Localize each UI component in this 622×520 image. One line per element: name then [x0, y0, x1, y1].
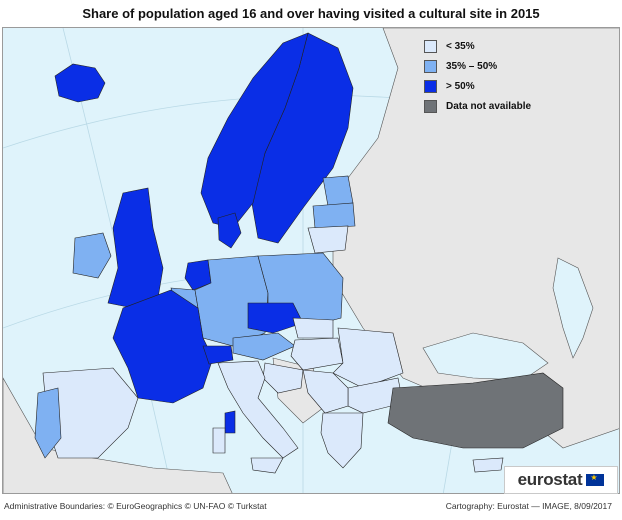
legend-item: Data not available: [424, 96, 614, 116]
eurostat-logo: eurostat ★: [504, 466, 618, 494]
eu-flag-icon: ★: [586, 473, 605, 486]
region-italy: [217, 360, 299, 459]
legend-swatch: [424, 79, 437, 93]
map-title: Share of population aged 16 and over hav…: [82, 6, 540, 21]
region-corsica: [224, 410, 236, 434]
region-ireland: [72, 232, 112, 279]
region-estonia: [322, 175, 354, 207]
legend-label: < 35%: [446, 40, 475, 52]
region-austria: [232, 332, 296, 361]
brand-text: eurostat: [517, 470, 583, 489]
region-turkey: [387, 372, 564, 449]
region-france: [112, 289, 214, 404]
region-united-kingdom: [107, 187, 164, 309]
black-sea: [422, 332, 549, 381]
footer-cartography: Cartography: Eurostat — IMAGE, 8/09/2017: [445, 501, 612, 511]
legend-item: < 35%: [424, 36, 614, 56]
region-greece: [320, 412, 364, 469]
region-serbia: [302, 369, 349, 414]
region-switzerland: [202, 345, 234, 365]
region-hungary: [290, 337, 344, 371]
region-slovakia: [292, 317, 334, 339]
legend-label: Data not available: [446, 100, 532, 112]
region-czechia: [247, 302, 304, 334]
legend-swatch: [424, 99, 437, 113]
footer-credits: Administrative Boundaries: © EuroGeograp…: [4, 501, 267, 511]
europe-map: [3, 28, 619, 493]
map-frame: [2, 27, 620, 494]
legend-label: 35% – 50%: [446, 60, 498, 72]
region-denmark: [217, 212, 242, 249]
legend-swatch: [424, 39, 437, 53]
region-netherlands: [184, 259, 212, 291]
region-sardinia: [212, 427, 226, 454]
region-portugal: [34, 387, 62, 459]
caspian-sea: [552, 257, 594, 359]
region-lithuania: [307, 225, 349, 254]
region-cyprus: [472, 457, 504, 473]
legend-swatch: [424, 59, 437, 73]
legend-item: > 50%: [424, 76, 614, 96]
legend-item: 35% – 50%: [424, 56, 614, 76]
region-sicily: [250, 457, 284, 474]
legend: < 35% 35% – 50% > 50% Data not available: [424, 36, 614, 116]
region-iceland: [54, 63, 106, 103]
region-norway: [200, 32, 309, 229]
legend-label: > 50%: [446, 80, 475, 92]
region-latvia: [312, 202, 356, 229]
